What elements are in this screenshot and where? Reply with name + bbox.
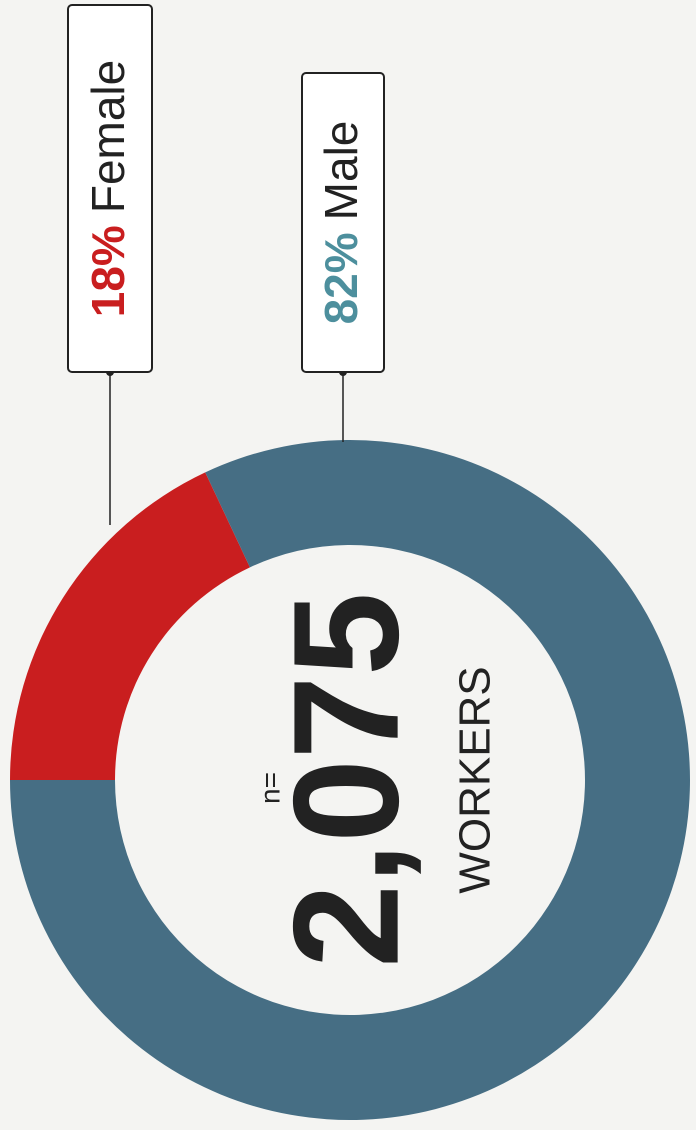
slice — [10, 440, 690, 1120]
slice-label: 18% Female — [82, 60, 134, 317]
slice — [10, 472, 250, 780]
slice-value-label: 18% — [82, 225, 134, 317]
label-box — [301, 72, 385, 373]
slice-value-label: 82% — [315, 232, 367, 324]
center-total: 2,075 — [262, 592, 430, 967]
center-prefix: n= — [254, 772, 285, 804]
slice-label: 82% Male — [315, 121, 367, 325]
label-box — [67, 4, 153, 373]
center-caption: WORKERS — [451, 666, 500, 893]
slice-category-label: Female — [82, 60, 134, 213]
slice-category-label: Male — [315, 121, 367, 221]
